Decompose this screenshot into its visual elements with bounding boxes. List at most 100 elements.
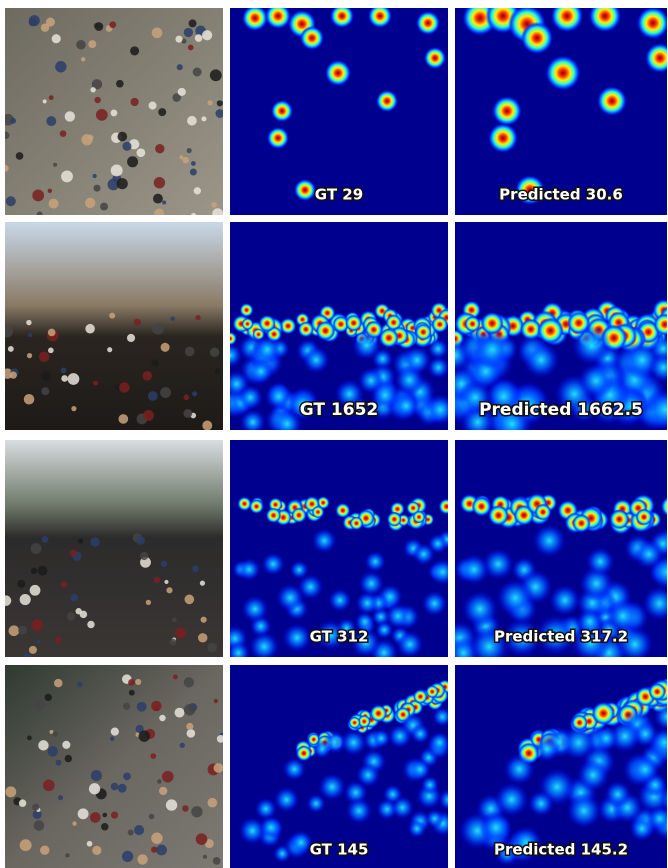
density-blob bbox=[249, 499, 264, 514]
person bbox=[189, 19, 197, 27]
density-blob bbox=[328, 589, 351, 612]
person bbox=[182, 805, 188, 811]
density-blob bbox=[413, 689, 428, 704]
density-blob bbox=[368, 4, 392, 28]
density-blob bbox=[312, 740, 331, 759]
density-blob bbox=[504, 753, 535, 784]
density-blob bbox=[238, 558, 261, 581]
density-blob bbox=[303, 346, 330, 373]
person bbox=[48, 746, 58, 756]
person bbox=[195, 34, 203, 42]
person bbox=[62, 741, 70, 749]
person bbox=[137, 854, 147, 864]
person bbox=[149, 102, 157, 110]
person bbox=[16, 152, 24, 160]
person bbox=[55, 636, 61, 642]
density-blob bbox=[566, 793, 601, 828]
density-map bbox=[455, 665, 668, 868]
density-blob bbox=[528, 791, 554, 817]
density-map bbox=[230, 665, 460, 868]
person bbox=[119, 382, 129, 392]
density-blob bbox=[259, 315, 276, 332]
density-blob bbox=[533, 524, 566, 557]
person bbox=[90, 537, 99, 546]
person bbox=[212, 208, 223, 219]
density-blob bbox=[439, 499, 455, 515]
density-blob bbox=[410, 724, 430, 744]
density-blob bbox=[422, 591, 447, 616]
density-blob bbox=[265, 383, 293, 411]
person bbox=[129, 690, 135, 696]
density-blob bbox=[359, 571, 385, 597]
person bbox=[23, 653, 31, 661]
person bbox=[27, 736, 32, 741]
person bbox=[88, 135, 94, 141]
person bbox=[123, 772, 131, 780]
person bbox=[215, 109, 224, 118]
person bbox=[139, 730, 150, 741]
person bbox=[75, 608, 81, 614]
person bbox=[214, 763, 224, 773]
density-blob bbox=[249, 632, 279, 662]
person bbox=[81, 57, 85, 61]
density-blob bbox=[488, 505, 509, 526]
person bbox=[8, 346, 14, 352]
density-blob bbox=[350, 516, 364, 530]
person bbox=[177, 64, 183, 70]
person bbox=[39, 351, 50, 362]
person bbox=[93, 174, 97, 178]
density-blob bbox=[496, 579, 534, 617]
person bbox=[49, 95, 54, 100]
person bbox=[151, 833, 162, 844]
density-blob bbox=[604, 781, 631, 808]
person bbox=[91, 770, 102, 781]
person bbox=[166, 799, 177, 810]
predicted-count: Predicted 145.2 bbox=[494, 841, 628, 859]
person bbox=[110, 736, 114, 740]
density-blob bbox=[276, 584, 304, 612]
density-blob bbox=[492, 96, 522, 126]
person bbox=[173, 675, 178, 680]
person bbox=[122, 142, 131, 151]
person bbox=[151, 359, 159, 367]
person bbox=[42, 536, 49, 543]
person bbox=[149, 814, 154, 819]
density-blob bbox=[424, 47, 446, 69]
density-blob bbox=[408, 820, 426, 838]
density-blob bbox=[376, 90, 398, 112]
person bbox=[67, 612, 75, 620]
density-blob bbox=[473, 330, 512, 369]
gt-count: GT 312 bbox=[310, 628, 369, 646]
person bbox=[93, 381, 98, 386]
person bbox=[207, 643, 217, 653]
person bbox=[122, 851, 133, 862]
density-blob bbox=[238, 385, 264, 411]
person bbox=[96, 109, 108, 121]
person bbox=[100, 203, 108, 211]
density-blob bbox=[266, 508, 281, 523]
person bbox=[111, 783, 118, 790]
person bbox=[77, 682, 82, 687]
photo-bg bbox=[5, 665, 223, 868]
gt-count: GT 29 bbox=[315, 186, 363, 204]
person bbox=[175, 36, 182, 43]
person bbox=[194, 187, 201, 194]
person bbox=[61, 171, 73, 183]
person bbox=[162, 200, 166, 204]
density-blob bbox=[240, 409, 266, 435]
person bbox=[5, 786, 16, 797]
person bbox=[130, 46, 139, 55]
person bbox=[207, 798, 217, 808]
person bbox=[1, 326, 13, 338]
person bbox=[90, 812, 101, 823]
person bbox=[92, 846, 101, 855]
density-blob bbox=[383, 784, 403, 804]
person bbox=[61, 582, 67, 588]
person bbox=[127, 334, 135, 342]
density-blob bbox=[426, 685, 439, 698]
person bbox=[191, 213, 196, 218]
person bbox=[210, 347, 220, 357]
person bbox=[155, 144, 164, 153]
person bbox=[117, 132, 127, 142]
density-blob bbox=[253, 335, 282, 364]
